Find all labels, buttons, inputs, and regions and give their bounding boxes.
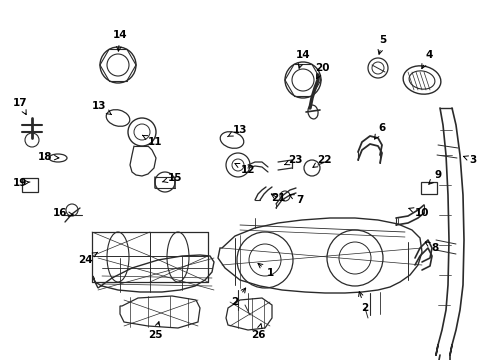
Text: 25: 25: [147, 322, 162, 340]
Text: 2: 2: [358, 292, 368, 313]
Text: 10: 10: [408, 208, 428, 218]
Text: 11: 11: [142, 135, 162, 147]
Text: 7: 7: [289, 195, 303, 205]
Text: 2: 2: [231, 288, 245, 307]
Text: 1: 1: [258, 264, 273, 278]
Text: 21: 21: [270, 193, 285, 203]
Text: 4: 4: [421, 50, 432, 69]
Text: 22: 22: [312, 155, 330, 167]
Text: 17: 17: [13, 98, 27, 114]
Text: 3: 3: [463, 155, 476, 165]
Text: 12: 12: [234, 163, 255, 175]
Text: 18: 18: [38, 152, 59, 162]
Text: 16: 16: [53, 208, 73, 218]
Text: 5: 5: [377, 35, 386, 54]
Text: 14: 14: [112, 30, 127, 51]
Text: 13: 13: [92, 101, 111, 114]
Text: 9: 9: [428, 170, 441, 184]
Text: 8: 8: [425, 242, 438, 253]
Text: 20: 20: [314, 63, 328, 79]
Text: 15: 15: [162, 173, 182, 183]
Text: 24: 24: [78, 252, 97, 265]
Text: 13: 13: [227, 125, 247, 137]
Text: 6: 6: [374, 123, 385, 139]
Text: 23: 23: [284, 155, 302, 165]
Text: 14: 14: [295, 50, 310, 68]
Text: 26: 26: [250, 324, 264, 340]
Text: 19: 19: [13, 178, 30, 188]
